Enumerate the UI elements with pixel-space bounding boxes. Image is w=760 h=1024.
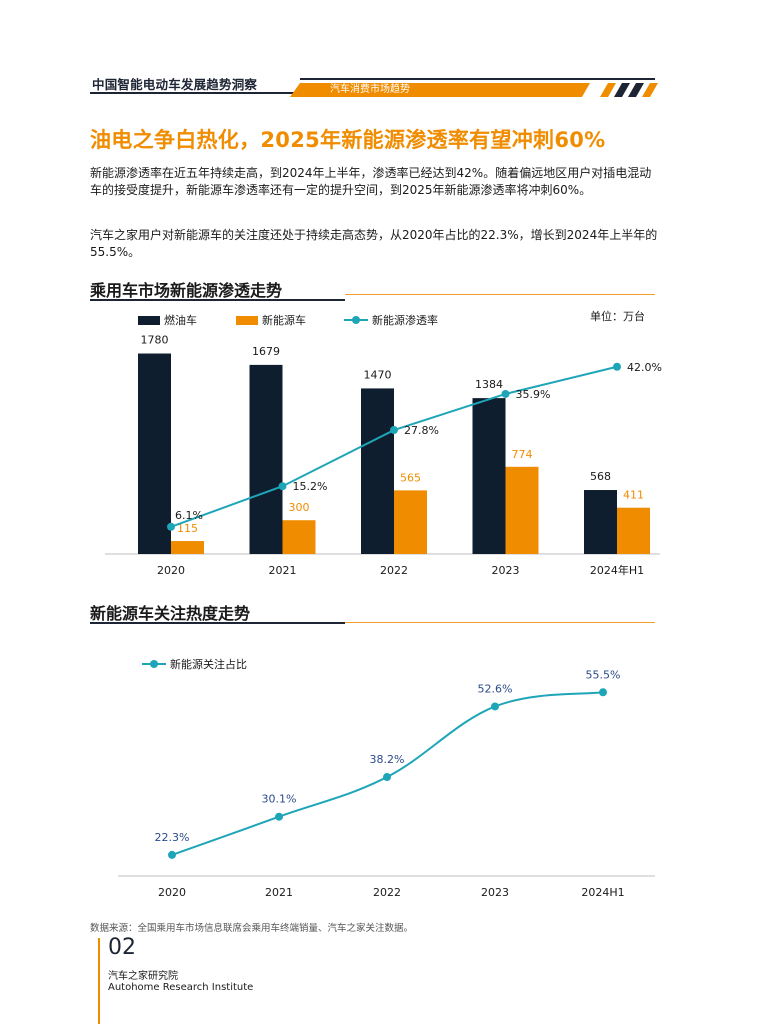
chart1-title-accent-rule — [345, 294, 655, 295]
penetration-value-label: 27.8% — [404, 424, 439, 437]
penetration-point — [167, 522, 175, 531]
org-name-en: Autohome Research Institute — [108, 982, 254, 993]
legend-ice-label: 燃油车 — [164, 314, 197, 327]
chart1-x-tick: 2022 — [380, 564, 408, 577]
ice-bar — [584, 490, 617, 554]
nev-bar — [171, 541, 204, 554]
chart1-x-tick: 2020 — [157, 564, 185, 577]
data-source-note: 数据来源：全国乘用车市场信息联席会乘用车终端销量、汽车之家关注数据。 — [90, 923, 414, 934]
chart1-x-tick: 2023 — [492, 564, 520, 577]
chart2-title-rule — [90, 622, 345, 624]
penetration-value-label: 6.1% — [175, 509, 203, 522]
ice-bar — [361, 388, 394, 554]
ice-value-label: 1679 — [252, 345, 280, 358]
attention-value-label: 52.6% — [478, 682, 513, 695]
legend-nev-label: 新能源车 — [262, 314, 306, 327]
penetration-point — [278, 482, 287, 491]
chart2-x-tick: 2023 — [481, 886, 509, 899]
chart1-x-tick: 2024年H1 — [590, 563, 644, 577]
penetration-value-label: 35.9% — [516, 388, 551, 401]
header-stripes-icon — [600, 83, 658, 97]
chart1-title: 乘用车市场新能源渗透走势 — [90, 281, 283, 300]
legend-ice: 燃油车 — [138, 312, 197, 328]
page-headline: 油电之争白热化，2025年新能源渗透率有望冲刺60% — [90, 128, 606, 152]
penetration-value-label: 15.2% — [293, 480, 328, 493]
legend-rate-label: 新能源渗透率 — [372, 314, 438, 327]
chart2-x-tick: 2021 — [265, 886, 293, 899]
ice-value-label: 1780 — [141, 334, 169, 347]
chart1-title-rule — [90, 299, 345, 301]
ice-value-label: 1470 — [364, 368, 392, 381]
nev-value-label: 300 — [289, 501, 310, 514]
intro-paragraph: 新能源渗透率在近五年持续走高，到2024年上半年，渗透率已经达到42%。随着偏远… — [90, 166, 652, 197]
penetration-point — [613, 362, 621, 371]
page-number: 02 — [108, 935, 136, 960]
chart2-title: 新能源车关注热度走势 — [90, 604, 251, 623]
footer-accent-bar — [98, 938, 100, 1024]
chart1-x-tick: 2021 — [269, 564, 297, 577]
nev-value-label: 115 — [177, 522, 198, 535]
chart1-unit: 单位：万台 — [590, 310, 645, 323]
legend-rate: 新能源渗透率 — [344, 312, 438, 328]
chart2-title-accent-rule — [345, 622, 655, 623]
header-rule — [90, 92, 300, 94]
nev-bar — [282, 520, 316, 554]
nev-bar — [394, 490, 427, 554]
penetration-point — [390, 426, 398, 435]
legend-nev: 新能源车 — [236, 312, 306, 328]
attention-value-label: 30.1% — [262, 793, 297, 806]
chart2-x-tick: 2024H1 — [581, 886, 624, 899]
legend-attention: 新能源关注占比 — [142, 656, 247, 672]
nev-value-label: 411 — [623, 489, 644, 502]
attention-chart: 22.3% 2020 30.1% 2021 38.2% 2022 52.6% 2023 55.5… — [118, 668, 655, 899]
nev-bar — [617, 507, 650, 554]
attention-value-label: 55.5% — [586, 668, 621, 681]
nev-value-label: 774 — [512, 448, 533, 461]
legend-rate-swatch — [344, 316, 368, 324]
legend-nev-swatch — [236, 315, 258, 325]
section-label: 汽车消费市场趋势 — [330, 84, 410, 95]
nev-value-label: 565 — [400, 471, 421, 484]
penetration-value-label: 42.0% — [627, 361, 662, 374]
ice-bar — [138, 353, 171, 554]
penetration-point — [501, 389, 510, 398]
header-top-rule — [300, 78, 655, 80]
org-name-cn: 汽车之家研究院 — [108, 971, 178, 982]
attention-point — [599, 688, 607, 697]
legend-attention-swatch — [142, 660, 166, 668]
ice-value-label: 568 — [590, 470, 611, 483]
ice-bar — [472, 398, 506, 554]
attention-paragraph: 汽车之家用户对新能源车的关注度还处于持续走高态势，从2020年占比的22.3%，… — [90, 228, 658, 259]
attention-point — [383, 773, 391, 782]
attention-value-label: 38.2% — [370, 753, 405, 766]
penetration-chart: 1780 115 2020 1679 300 2021 1470 565 2022 1384 774… — [105, 334, 662, 577]
attention-point — [275, 812, 283, 821]
attention-value-label: 22.3% — [155, 831, 190, 844]
nev-bar — [505, 466, 539, 554]
chart2-x-tick: 2022 — [373, 886, 401, 899]
chart2-x-tick: 2020 — [158, 886, 186, 899]
legend-ice-swatch — [138, 315, 160, 325]
report-title: 中国智能电动车发展趋势洞察 — [92, 77, 258, 92]
ice-bar — [249, 364, 283, 554]
attention-point — [491, 702, 499, 711]
header-orange-band — [290, 83, 590, 97]
ice-value-label: 1384 — [475, 378, 503, 391]
attention-point — [168, 850, 176, 859]
legend-attention-label: 新能源关注占比 — [170, 658, 247, 671]
